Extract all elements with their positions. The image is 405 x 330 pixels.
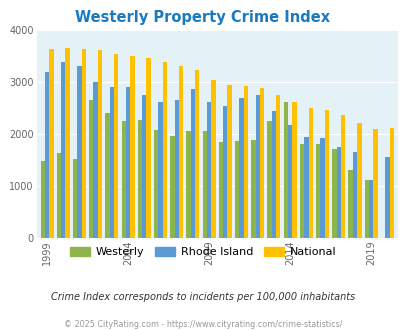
Bar [324,110,328,238]
Bar [114,54,118,238]
Bar [320,138,324,238]
Bar [223,106,227,238]
Bar [259,88,264,238]
Bar [57,153,61,238]
Bar [61,62,65,238]
Bar [207,102,211,238]
Bar [251,140,255,238]
Bar [255,95,259,238]
Bar [40,161,45,238]
Bar [303,137,308,238]
Bar [388,128,393,238]
Bar [73,159,77,238]
Bar [153,130,158,238]
Bar [126,87,130,238]
Bar [158,102,162,238]
Bar [287,125,292,238]
Bar [195,70,199,238]
Text: © 2025 CityRating.com - https://www.cityrating.com/crime-statistics/: © 2025 CityRating.com - https://www.city… [64,320,341,329]
Bar [299,144,303,238]
Bar [239,98,243,238]
Bar [227,85,231,238]
Bar [352,152,356,238]
Bar [368,180,373,238]
Bar [308,108,312,238]
Bar [211,80,215,238]
Bar [121,121,126,238]
Bar [267,121,271,238]
Bar [218,142,223,238]
Bar [373,129,377,238]
Bar [65,48,70,238]
Bar [81,50,86,238]
Bar [179,66,183,238]
Bar [109,87,114,238]
Bar [174,100,179,238]
Bar [190,89,195,238]
Bar [234,142,239,238]
Legend: Westerly, Rhode Island, National: Westerly, Rhode Island, National [65,242,340,262]
Text: Westerly Property Crime Index: Westerly Property Crime Index [75,10,330,25]
Bar [292,102,296,238]
Bar [146,58,151,238]
Bar [336,147,340,238]
Text: Crime Index corresponds to incidents per 100,000 inhabitants: Crime Index corresponds to incidents per… [51,292,354,302]
Bar [170,136,174,238]
Bar [271,111,275,238]
Bar [186,131,190,238]
Bar [315,144,320,238]
Bar [162,62,166,238]
Bar [137,120,142,238]
Bar [340,115,344,238]
Bar [98,50,102,238]
Bar [243,86,247,238]
Bar [105,113,109,238]
Bar [142,95,146,238]
Bar [89,100,93,238]
Bar [275,95,280,238]
Bar [202,131,207,238]
Bar [331,149,336,238]
Bar [130,56,134,238]
Bar [364,181,368,238]
Bar [93,82,98,238]
Bar [45,72,49,238]
Bar [77,66,81,238]
Bar [356,123,360,238]
Bar [384,157,388,238]
Bar [49,50,53,238]
Bar [283,102,287,238]
Bar [347,170,352,238]
